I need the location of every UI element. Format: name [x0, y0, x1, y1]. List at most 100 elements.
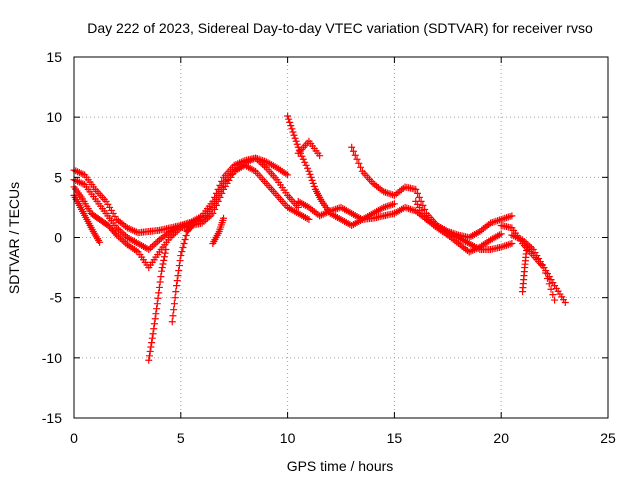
data-point: [542, 269, 550, 277]
data-point: [159, 260, 167, 268]
chart-title: Day 222 of 2023, Sidereal Day-to-day VTE…: [87, 20, 593, 36]
data-point: [147, 244, 155, 252]
data-point: [288, 125, 296, 133]
data-point: [160, 256, 168, 264]
data-point: [284, 171, 292, 179]
data-point: [175, 267, 183, 275]
data-point: [160, 253, 168, 261]
data-point: [216, 193, 224, 201]
series-arc-15: [519, 243, 531, 296]
data-point: [308, 176, 316, 184]
data-point: [293, 140, 301, 148]
data-point: [405, 205, 413, 213]
series-arc-4: [70, 191, 104, 246]
data-point: [497, 230, 505, 238]
data-point: [291, 134, 299, 142]
data-point: [169, 312, 177, 320]
data-point: [205, 213, 213, 221]
data-point: [545, 280, 553, 288]
data-point: [495, 216, 503, 224]
x-tick-label: 0: [70, 430, 78, 446]
data-point: [301, 158, 309, 166]
data-point: [145, 352, 153, 360]
data-point: [309, 179, 317, 187]
gridlines: [74, 57, 608, 418]
data-point: [501, 242, 509, 250]
tick-marks: [73, 56, 609, 419]
data-point: [148, 334, 156, 342]
data-point: [551, 296, 559, 304]
x-tick-label: 15: [387, 430, 403, 446]
data-point: [153, 305, 161, 313]
data-point: [304, 164, 312, 172]
series-arc-8: [284, 112, 398, 229]
data-point: [178, 248, 186, 256]
data-point: [357, 163, 365, 171]
data-point: [547, 285, 555, 293]
data-point: [153, 300, 161, 308]
y-tick-label: -10: [42, 350, 62, 366]
data-point: [419, 201, 427, 209]
data-point: [177, 252, 185, 260]
data-point: [421, 205, 429, 213]
data-point: [212, 201, 220, 209]
data-point: [171, 294, 179, 302]
data-point: [385, 202, 393, 210]
data-point: [187, 222, 195, 230]
x-tick-label: 10: [280, 430, 296, 446]
data-point: [179, 244, 187, 252]
series-arc-6: [168, 221, 195, 326]
series-arc-12: [412, 197, 505, 256]
data-point: [540, 264, 548, 272]
data-point: [305, 167, 313, 175]
data-point: [305, 215, 313, 223]
y-tick-label: 10: [46, 109, 62, 125]
y-tick-label: -15: [42, 410, 62, 426]
x-axis-label: GPS time / hours: [287, 458, 394, 474]
data-point: [173, 277, 181, 285]
data-point: [154, 294, 162, 302]
data-point: [406, 205, 414, 213]
data-point: [349, 147, 357, 155]
data-point: [508, 212, 516, 220]
data-point: [332, 205, 340, 213]
data-point: [351, 151, 359, 159]
y-axis-label: SDTVAR / TECUs: [6, 182, 22, 294]
data-point: [294, 203, 302, 211]
data-point: [503, 241, 511, 249]
data-point: [170, 300, 178, 308]
data-point: [174, 272, 182, 280]
data-point: [499, 215, 507, 223]
data-point: [302, 161, 310, 169]
data-point: [173, 282, 181, 290]
data-point: [523, 243, 531, 251]
data-point: [390, 200, 398, 208]
y-tick-label: 15: [46, 49, 62, 65]
data-point: [287, 122, 295, 130]
data-point: [506, 240, 514, 248]
data-point: [146, 347, 154, 355]
data-point: [492, 217, 500, 225]
data-point: [307, 173, 315, 181]
data-point: [156, 278, 164, 286]
data-point: [289, 128, 297, 136]
data-point: [387, 201, 395, 209]
data-point: [220, 214, 228, 222]
data-point: [412, 185, 420, 193]
data-point: [176, 257, 184, 265]
data-point: [158, 267, 166, 275]
data-point: [170, 306, 178, 314]
data-point: [180, 240, 188, 248]
data-point: [549, 291, 557, 299]
data-point: [187, 221, 195, 229]
data-point: [152, 310, 160, 318]
y-tick-labels: -15 -10 -5 0 5 10 15: [42, 49, 62, 426]
data-points: [70, 112, 569, 364]
data-point: [348, 143, 356, 151]
data-point: [158, 264, 166, 272]
data-point: [316, 152, 324, 160]
data-point: [497, 215, 505, 223]
data-point: [494, 217, 502, 225]
data-point: [292, 137, 300, 145]
